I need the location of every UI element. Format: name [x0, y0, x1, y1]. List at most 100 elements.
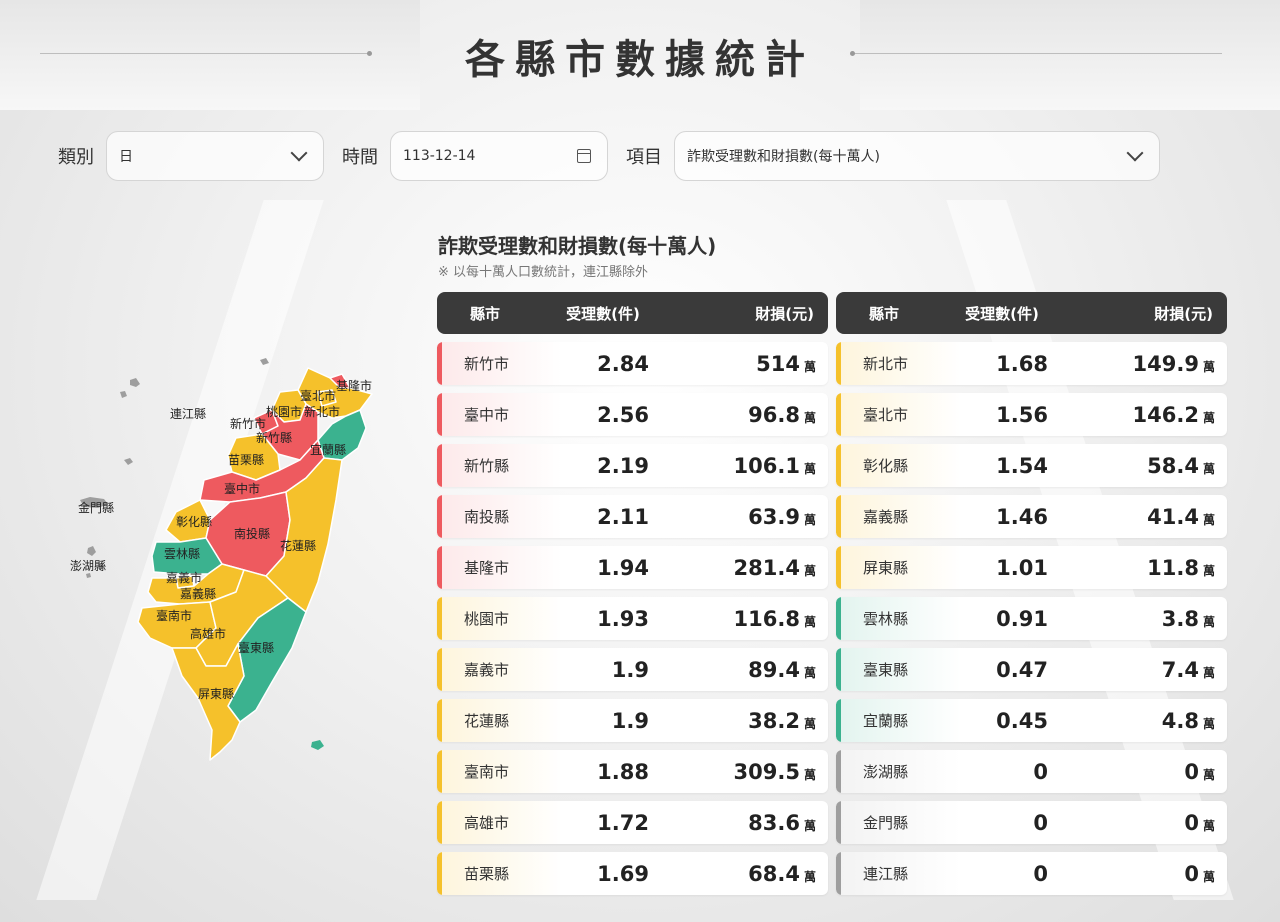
table-body: 新竹市 2.84 514 萬臺中市 2.56 96.8 萬新竹縣 2.19 106.1 萬南投縣 2… — [437, 342, 828, 895]
row-cases: 1.94 — [597, 555, 649, 580]
table-row: 宜蘭縣 0.45 4.8 萬 — [836, 699, 1227, 742]
row-loss-unit: 萬 — [1202, 359, 1215, 374]
region-taipei[interactable] — [317, 389, 337, 407]
map-label-keelung: 基隆市 — [336, 378, 372, 393]
stats-table-left: 縣市 受理數(件) 財損(元) 新竹市 2.84 514 萬臺中市 2.56 96.8 萬新… — [437, 292, 828, 895]
row-loss: 11.8 萬 — [1048, 556, 1227, 580]
map-label-changhua: 彰化縣 — [176, 514, 212, 529]
row-loss: 281.4 萬 — [649, 556, 828, 580]
row-loss-value: 0 — [1184, 861, 1199, 886]
row-loss: 41.4 萬 — [1048, 505, 1227, 529]
row-loss: 3.8 萬 — [1048, 607, 1227, 631]
row-loss: 4.8 萬 — [1048, 709, 1227, 733]
table-row: 臺東縣 0.47 7.4 萬 — [836, 648, 1227, 691]
map-label-yunlin: 雲林縣 — [164, 547, 200, 561]
row-loss-value: 11.8 — [1147, 555, 1199, 580]
page-header: 各縣市數據統計 — [0, 28, 1280, 84]
map-label-taipei: 臺北市 — [300, 388, 336, 403]
row-loss: 63.9 萬 — [649, 505, 828, 529]
row-cases: 0.91 — [996, 606, 1048, 631]
row-loss-value: 83.6 — [748, 810, 800, 835]
table-row: 新北市 1.68 149.9 萬 — [836, 342, 1227, 385]
row-loss-value: 309.5 — [733, 759, 800, 784]
row-loss-value: 281.4 — [733, 555, 800, 580]
region-kinmen[interactable] — [80, 497, 108, 508]
row-cases: 1.69 — [597, 861, 649, 886]
row-loss-unit: 萬 — [803, 614, 816, 629]
table-row: 雲林縣 0.91 3.8 萬 — [836, 597, 1227, 640]
row-cases: 0 — [1033, 861, 1048, 886]
row-county: 基隆市 — [464, 559, 510, 577]
row-loss-value: 63.9 — [748, 504, 800, 529]
row-cases: 2.84 — [597, 351, 649, 376]
row-loss-unit: 萬 — [803, 461, 816, 476]
row-loss-unit: 萬 — [803, 869, 816, 884]
table-row: 苗栗縣 1.69 68.4 萬 — [437, 852, 828, 895]
background-panel-right — [860, 0, 1280, 110]
header-loss: 財損(元) — [755, 304, 814, 323]
map-label-kaohsiung: 高雄市 — [190, 626, 226, 641]
category-select[interactable]: 日 — [106, 131, 324, 181]
item-select[interactable]: 詐欺受理數和財損數(每十萬人) — [674, 131, 1160, 181]
row-loss: 149.9 萬 — [1048, 352, 1227, 376]
region-pingtung[interactable] — [171, 643, 245, 761]
time-label: 時間 — [342, 147, 378, 168]
map-label-tainan: 臺南市 — [156, 608, 192, 623]
table-row: 南投縣 2.11 63.9 萬 — [437, 495, 828, 538]
header-loss: 財損(元) — [1154, 304, 1213, 323]
row-loss-unit: 萬 — [1202, 563, 1215, 578]
map-label-nantou: 南投縣 — [234, 526, 270, 541]
title-divider-right — [850, 51, 1222, 56]
table-row: 臺南市 1.88 309.5 萬 — [437, 750, 828, 793]
background-panel-left — [0, 0, 420, 110]
table-row: 桃園市 1.93 116.8 萬 — [437, 597, 828, 640]
row-cases: 1.93 — [597, 606, 649, 631]
table-row: 嘉義市 1.9 89.4 萬 — [437, 648, 828, 691]
taiwan-map-svg: 基隆市 臺北市 新北市 桃園市 新竹市 新竹縣 宜蘭縣 苗栗縣 臺中市 彰化縣 … — [70, 358, 373, 761]
region-hualien[interactable] — [265, 457, 343, 613]
row-loss-value: 41.4 — [1147, 504, 1199, 529]
table-row: 新竹市 2.84 514 萬 — [437, 342, 828, 385]
row-loss-value: 149.9 — [1132, 351, 1199, 376]
row-loss-unit: 萬 — [803, 410, 816, 425]
row-county: 高雄市 — [464, 814, 510, 832]
map-label-yilan: 宜蘭縣 — [310, 442, 346, 457]
table-row: 花蓮縣 1.9 38.2 萬 — [437, 699, 828, 742]
map-label-hualien: 花蓮縣 — [280, 538, 316, 553]
row-cases: 0.45 — [996, 708, 1048, 733]
table-row: 新竹縣 2.19 106.1 萬 — [437, 444, 828, 487]
row-loss-value: 116.8 — [733, 606, 800, 631]
map-label-miaoli: 苗栗縣 — [228, 453, 264, 467]
row-loss-unit: 萬 — [1202, 461, 1215, 476]
row-loss-value: 3.8 — [1161, 606, 1199, 631]
row-county: 宜蘭縣 — [863, 712, 909, 730]
time-value: 113-12-14 — [403, 148, 476, 164]
row-loss-unit: 萬 — [803, 818, 816, 833]
row-loss: 514 萬 — [649, 352, 828, 376]
region-penghu[interactable] — [86, 546, 104, 578]
item-label: 項目 — [626, 147, 662, 168]
table-row: 高雄市 1.72 83.6 萬 — [437, 801, 828, 844]
row-loss-unit: 萬 — [1202, 869, 1215, 884]
row-county: 屏東縣 — [863, 559, 909, 577]
header-county: 縣市 — [469, 304, 500, 323]
row-loss-value: 68.4 — [748, 861, 800, 886]
row-county: 花蓮縣 — [464, 712, 510, 730]
row-county: 臺北市 — [863, 406, 909, 424]
header-cases: 受理數(件) — [566, 304, 640, 323]
region-green-island — [311, 740, 324, 750]
row-cases: 2.56 — [597, 402, 649, 427]
date-picker[interactable]: 113-12-14 — [390, 131, 608, 181]
map-label-chiayi-city: 嘉義市 — [166, 570, 202, 585]
chevron-down-icon — [1126, 144, 1144, 162]
taiwan-map: 基隆市 臺北市 新北市 桃園市 新竹市 新竹縣 宜蘭縣 苗栗縣 臺中市 彰化縣 … — [60, 330, 400, 790]
row-county: 連江縣 — [863, 865, 909, 883]
row-loss-value: 0 — [1184, 810, 1199, 835]
table-row: 彰化縣 1.54 58.4 萬 — [836, 444, 1227, 487]
calendar-icon — [577, 149, 591, 163]
region-keelung[interactable] — [329, 373, 351, 389]
row-loss: 96.8 萬 — [649, 403, 828, 427]
row-county: 新竹市 — [464, 355, 510, 373]
row-cases: 1.88 — [597, 759, 649, 784]
table-row: 基隆市 1.94 281.4 萬 — [437, 546, 828, 589]
